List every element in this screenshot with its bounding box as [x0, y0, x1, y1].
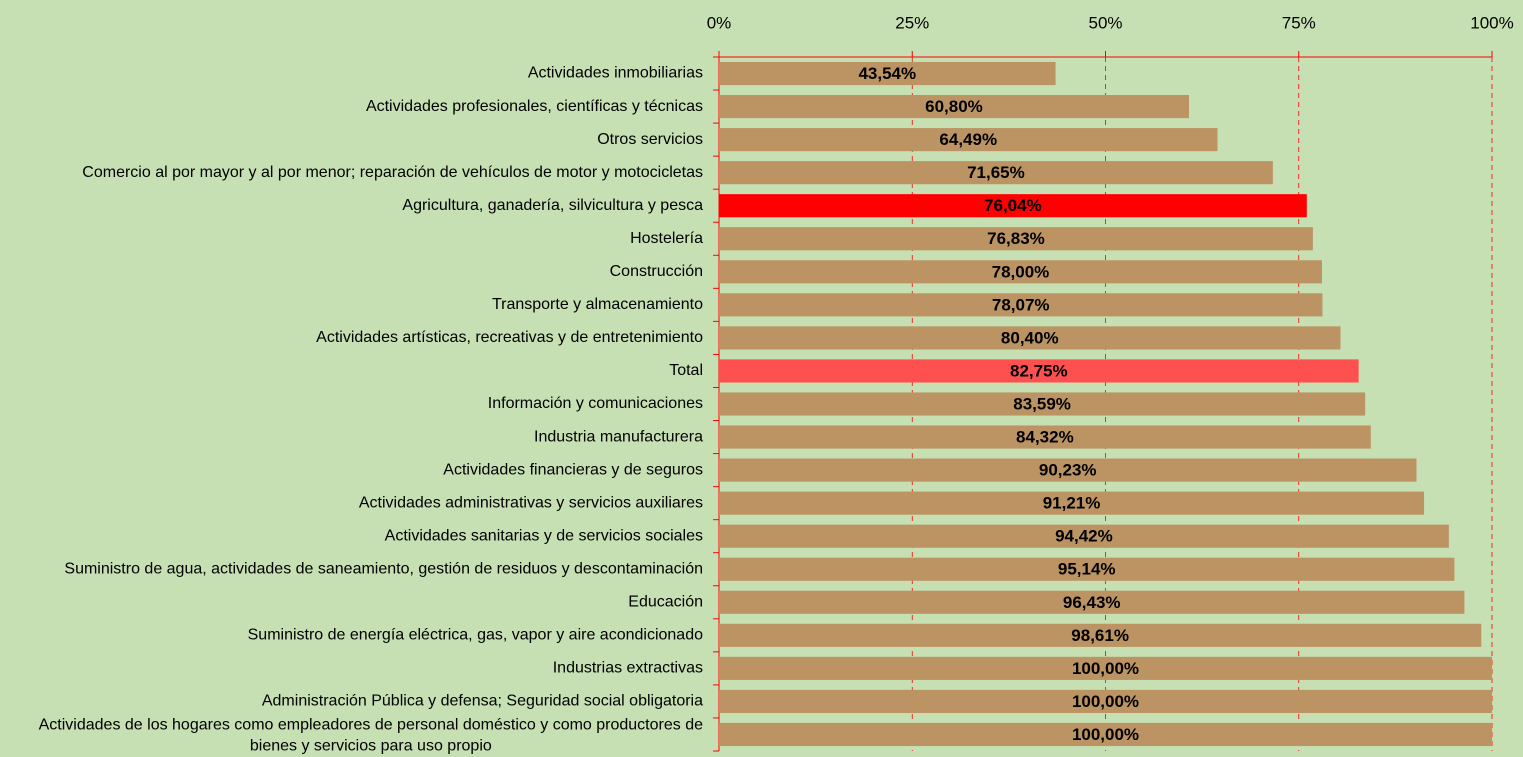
- data-label: 78,00%: [992, 262, 1050, 281]
- y-tick-label: Actividades profesionales, científicas y…: [366, 98, 703, 115]
- data-label: 100,00%: [1072, 692, 1139, 711]
- y-tick-label: Actividades de los hogares como empleado…: [39, 717, 703, 755]
- x-tick-label: 100%: [1470, 13, 1513, 32]
- y-tick-label: Actividades inmobiliarias: [528, 65, 703, 82]
- bar: [719, 128, 1218, 152]
- data-label: 95,14%: [1058, 560, 1116, 579]
- data-label: 71,65%: [967, 163, 1025, 182]
- data-label: 80,40%: [1001, 328, 1059, 347]
- bar: [719, 227, 1313, 251]
- bar: [719, 689, 1492, 713]
- data-label: 94,42%: [1055, 527, 1113, 546]
- bar: [719, 260, 1322, 284]
- bar: [719, 524, 1449, 548]
- y-tick-label: Agricultura, ganadería, silvicultura y p…: [402, 197, 703, 214]
- bar: [719, 491, 1425, 515]
- data-label: 100,00%: [1072, 725, 1139, 744]
- x-tick-label: 25%: [895, 13, 929, 32]
- y-tick-label: Actividades financieras y de seguros: [443, 461, 703, 478]
- bar: [719, 458, 1417, 482]
- y-tick-label: Construcción: [610, 263, 703, 280]
- bar: [719, 293, 1323, 317]
- bar: [719, 95, 1189, 119]
- bar: [719, 194, 1307, 218]
- bar: [719, 326, 1341, 350]
- y-tick-label: Actividades sanitarias y de servicios so…: [385, 527, 703, 544]
- data-label: 91,21%: [1043, 494, 1101, 513]
- y-tick-label: Industria manufacturera: [534, 428, 703, 445]
- data-label: 100,00%: [1072, 659, 1139, 678]
- data-label: 43,54%: [858, 64, 916, 83]
- data-label: 84,32%: [1016, 428, 1074, 447]
- bar: [719, 359, 1359, 383]
- data-label: 82,75%: [1010, 361, 1068, 380]
- y-tick-label: Otros servicios: [597, 131, 703, 148]
- bar: [719, 161, 1273, 185]
- y-tick-label: Industrias extractivas: [553, 660, 703, 677]
- bar: [719, 623, 1482, 647]
- data-label: 64,49%: [939, 130, 997, 149]
- bar: [719, 557, 1455, 581]
- y-tick-label: Actividades artísticas, recreativas y de…: [316, 329, 703, 346]
- y-tick-label: Administración Pública y defensa; Seguri…: [262, 693, 703, 710]
- y-tick-label: Educación: [628, 594, 703, 611]
- y-tick-label: Suministro de agua, actividades de sanea…: [64, 560, 703, 577]
- bar: [719, 425, 1371, 449]
- data-label: 90,23%: [1039, 461, 1097, 480]
- data-label: 96,43%: [1063, 593, 1121, 612]
- bar: [719, 590, 1465, 614]
- x-tick-label: 75%: [1282, 13, 1316, 32]
- y-tick-label: Actividades administrativas y servicios …: [359, 494, 703, 511]
- y-tick-label: Transporte y almacenamiento: [492, 296, 703, 313]
- data-label: 98,61%: [1071, 626, 1129, 645]
- bar: [719, 392, 1366, 416]
- data-label: 78,07%: [992, 295, 1050, 314]
- data-label: 83,59%: [1013, 394, 1071, 413]
- data-label: 76,04%: [984, 196, 1042, 215]
- bar: [719, 722, 1492, 747]
- y-tick-label: Suministro de energía eléctrica, gas, va…: [248, 627, 703, 644]
- x-tick-label: 0%: [707, 13, 732, 32]
- data-label: 76,83%: [987, 229, 1045, 248]
- y-tick-label: Información y comunicaciones: [488, 395, 703, 412]
- y-tick-label: Total: [669, 362, 703, 379]
- data-label: 60,80%: [925, 97, 983, 116]
- x-tick-label: 50%: [1088, 13, 1122, 32]
- bar: [719, 61, 1056, 86]
- bar: [719, 656, 1492, 680]
- y-tick-label: Hostelería: [630, 230, 703, 247]
- y-tick-label: Comercio al por mayor y al por menor; re…: [82, 164, 703, 181]
